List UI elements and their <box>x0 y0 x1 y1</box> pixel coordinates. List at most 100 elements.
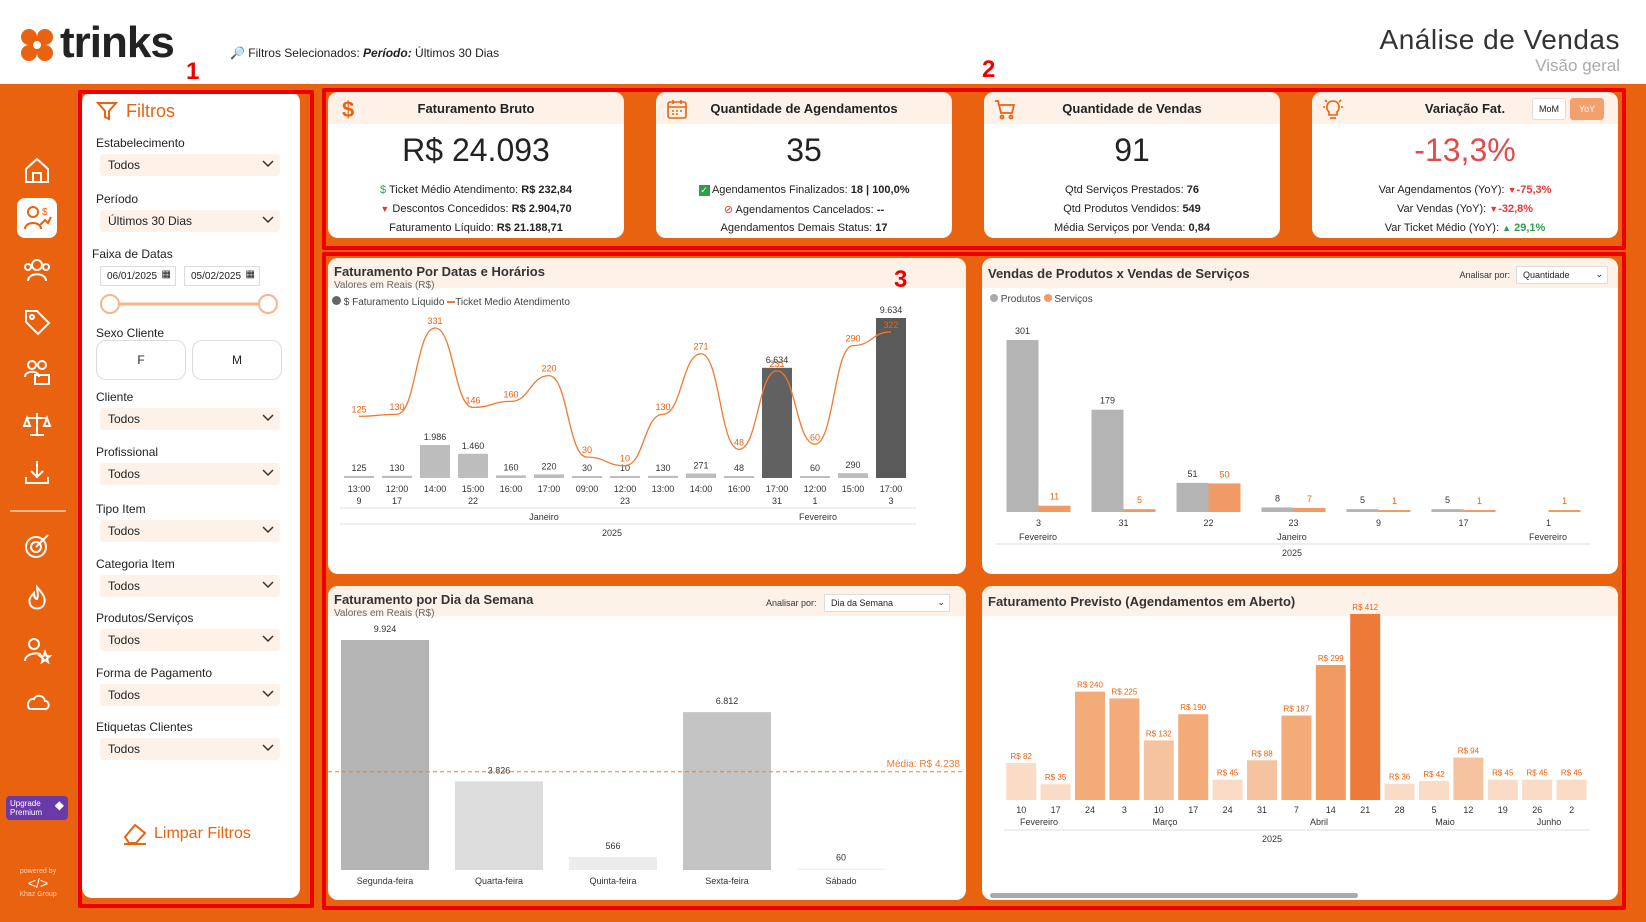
x-tick-label: 2 <box>1569 805 1574 815</box>
bar-label: R$ 412 <box>1352 603 1378 612</box>
triangle-down-icon: ▼ <box>1489 204 1499 214</box>
sexo-f-button[interactable]: F <box>96 340 186 380</box>
produtos-servicos-select[interactable]: Todos <box>100 629 280 651</box>
chart-faturamento-previsto: Faturamento Previsto (Agendamentos em Ab… <box>982 586 1618 900</box>
bar-previsto <box>1143 740 1174 800</box>
periodo-select[interactable]: Últimos 30 Dias <box>100 210 280 232</box>
bar-faturamento <box>686 473 716 478</box>
clients-icon[interactable] <box>17 250 57 290</box>
chart-title: Faturamento Por Datas e Horários <box>334 264 545 279</box>
chart-subtitle: Valores em Reais (R$) <box>334 608 435 619</box>
analisar-select[interactable]: Quantidade ⌄ <box>1516 266 1608 284</box>
month-label: Fevereiro <box>1019 532 1057 542</box>
produtos-servicos-value: Todos <box>108 633 141 647</box>
target-icon[interactable] <box>17 526 57 566</box>
clear-filters-button[interactable]: Limpar Filtros <box>122 822 251 846</box>
x-tick-label: 16:00 <box>500 484 523 494</box>
sexo-m-button[interactable]: M <box>192 340 282 380</box>
download-icon[interactable] <box>17 452 57 492</box>
yoy-toggle[interactable]: YoY <box>1570 98 1604 120</box>
chevron-down-icon <box>262 581 274 589</box>
legend-item-produtos: Produtos <box>1000 294 1041 305</box>
demais-value: 17 <box>875 222 888 234</box>
date-end-input[interactable]: 05/02/2025 ▦ <box>184 266 260 286</box>
x-tick-label: 17 <box>1051 805 1061 815</box>
date-start-input[interactable]: 06/01/2025 ▦ <box>100 266 176 286</box>
filters-title: Filtros <box>96 100 175 122</box>
x-tick-label: 19 <box>1498 805 1508 815</box>
chevron-down-icon <box>262 469 274 477</box>
svg-text:$: $ <box>42 207 48 218</box>
trinks-logo-icon <box>21 29 53 61</box>
user-star-icon[interactable] <box>17 630 57 670</box>
upgrade-premium-button[interactable]: Upgrade Premium ◆ <box>6 796 68 820</box>
demais-label: Agendamentos Demais Status: <box>720 222 873 234</box>
chevron-down-icon <box>262 744 274 752</box>
mom-toggle[interactable]: MoM <box>1532 98 1566 120</box>
bar-servicos <box>1038 505 1071 512</box>
tipo-item-select[interactable]: Todos <box>100 520 280 542</box>
bar-label: 6.634 <box>766 355 789 365</box>
balance-icon[interactable] <box>17 404 57 444</box>
kpi-line-1: ✓ Agendamentos Finalizados: 18 | 100,0% <box>656 184 952 196</box>
fire-icon[interactable] <box>17 578 57 618</box>
kpi-title: Quantidade de Vendas <box>984 92 1280 124</box>
profissional-select[interactable]: Todos <box>100 463 280 485</box>
etiquetas-select[interactable]: Todos <box>100 738 280 760</box>
x-tick-label: 17:00 <box>880 484 903 494</box>
kpi-value: R$ 24.093 <box>402 132 550 168</box>
bar-previsto <box>1178 714 1209 800</box>
diamond-icon: ◆ <box>54 798 64 812</box>
var-ticket-number: 29,1% <box>1514 222 1546 234</box>
bar-dia-semana <box>569 856 657 870</box>
estabelecimento-select[interactable]: Todos <box>100 154 280 176</box>
sales-analysis-icon[interactable]: $ <box>17 198 57 238</box>
bar-label: R$ 225 <box>1112 687 1138 696</box>
series-line-ticket <box>358 327 892 467</box>
horizontal-scrollbar[interactable] <box>990 893 1358 898</box>
date-range-slider[interactable] <box>100 292 280 316</box>
var-agend-value: ▼-75,3% <box>1508 184 1552 196</box>
line-label: 48 <box>734 437 744 447</box>
month-label: Fevereiro <box>1529 532 1567 542</box>
kpi-variacao: Variação Fat. MoM YoY -13,3% Var Agendam… <box>1312 92 1618 238</box>
bar-label: 130 <box>389 463 404 473</box>
chevron-down-icon <box>262 216 274 224</box>
legend-dot-icon <box>1043 294 1052 302</box>
x-tick-label: 17 <box>1458 518 1468 528</box>
kpi-line-1: $ Ticket Médio Atendimento: R$ 232,84 <box>328 184 624 196</box>
month-label: Janeiro <box>529 512 559 522</box>
profissional-value: Todos <box>108 467 141 481</box>
page-subtitle: Visão geral <box>1535 56 1620 75</box>
year-label: 2025 <box>1282 548 1302 558</box>
kpi-line-3: Média Serviços por Venda: 0,84 <box>984 222 1280 234</box>
pagamento-select[interactable]: Todos <box>100 684 280 706</box>
line-label: 290 <box>845 334 860 344</box>
header: trinks 🔎 Filtros Selecionados: Período: … <box>0 0 1646 84</box>
line-label: 130 <box>389 402 404 412</box>
finalizados-value: 18 | 100,0% <box>850 184 910 196</box>
cliente-select[interactable]: Todos <box>100 408 280 430</box>
filters-panel: Filtros Estabelecimento Todos Período Úl… <box>82 92 300 898</box>
annotation-box-2 <box>322 88 1626 250</box>
bar-previsto <box>1109 698 1140 800</box>
bar-produtos <box>1346 509 1379 512</box>
line-label: 331 <box>427 316 442 326</box>
home-icon[interactable] <box>17 150 57 190</box>
bar-label: 5 <box>1137 495 1142 505</box>
cloud-icon[interactable] <box>17 682 57 722</box>
month-label: Junho <box>1537 817 1562 827</box>
bar-servicos <box>1123 509 1156 512</box>
powered-by: powered by </> Khaz Group <box>10 868 66 898</box>
chart-legend: $ Faturamento Líquido Ticket Medio Atend… <box>332 296 570 308</box>
bar-label: R$ 132 <box>1146 729 1172 738</box>
professionals-icon[interactable] <box>17 352 57 392</box>
categoria-select[interactable]: Todos <box>100 575 280 597</box>
kpi-value: 91 <box>1114 132 1150 168</box>
analisar-select[interactable]: Dia da Semana ⌄ <box>824 594 950 612</box>
tag-icon[interactable] <box>17 302 57 342</box>
kpi-title: Variação Fat. <box>1312 92 1618 124</box>
x-tick-label: 12 <box>1463 805 1473 815</box>
bar-faturamento <box>458 453 488 478</box>
